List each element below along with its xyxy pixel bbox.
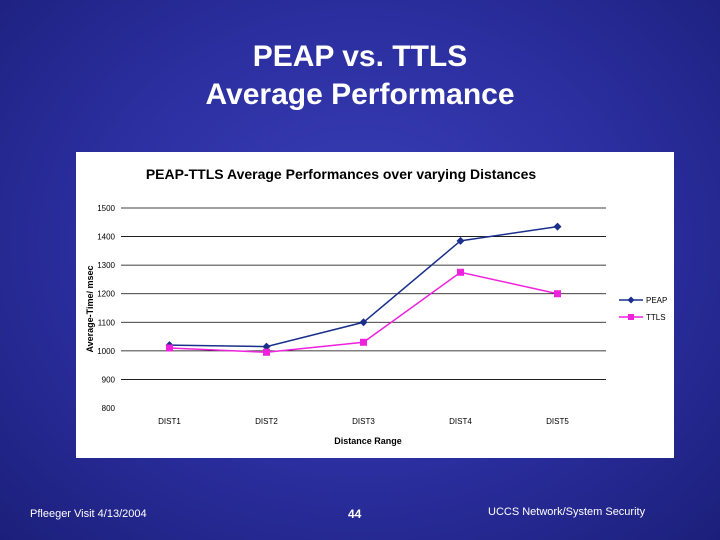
y-tick-label: 1200 (97, 290, 115, 299)
y-tick-label: 1500 (97, 204, 115, 213)
data-point-ttls (263, 348, 270, 356)
slide-title-line-2: Average Performance (205, 78, 515, 111)
chart-panel: PEAP-TTLS Average Performances over vary… (76, 152, 674, 458)
footer-course: UCCS Network/System Security (488, 506, 646, 518)
legend-label-peap: PEAP (646, 296, 667, 305)
data-point-peap (359, 318, 368, 327)
line-chart: PEAP-TTLS Average Performances over vary… (85, 166, 667, 446)
data-point-peap (456, 236, 465, 245)
x-tick-label: DIST4 (449, 417, 472, 426)
x-tick-label: DIST5 (546, 417, 569, 426)
y-tick-label: 1100 (98, 318, 116, 327)
x-tick-label: DIST1 (158, 417, 181, 426)
y-tick-label: 1000 (97, 347, 115, 356)
legend-label-ttls: TTLS (646, 313, 666, 322)
footer-page-number: 44 (348, 507, 362, 521)
legend-marker-peap (627, 296, 635, 304)
data-point-ttls (457, 268, 464, 276)
y-axis-label: Average-Time/ msec (85, 265, 95, 352)
x-tick-label: DIST3 (352, 417, 375, 426)
x-axis-label: Distance Range (334, 436, 402, 446)
x-tick-label: DIST2 (255, 417, 278, 426)
footer-presenter: Pfleeger Visit 4/13/2004 (30, 508, 147, 520)
y-tick-label: 800 (102, 404, 116, 413)
data-point-peap (553, 222, 562, 231)
slide-title: PEAP vs. TTLS Average Performance (0, 38, 720, 114)
y-tick-label: 1300 (97, 261, 115, 270)
data-point-ttls (554, 290, 561, 298)
chart-title: PEAP-TTLS Average Performances over vary… (146, 166, 537, 182)
slide-title-line-1: PEAP vs. TTLS (252, 40, 468, 73)
y-tick-label: 1400 (97, 233, 115, 242)
y-tick-label: 900 (102, 375, 116, 384)
series-line-peap (169, 225, 558, 348)
data-point-ttls (360, 338, 367, 346)
data-point-ttls (166, 344, 173, 352)
data-point-peap (262, 342, 271, 351)
legend-marker-ttls (628, 314, 634, 320)
